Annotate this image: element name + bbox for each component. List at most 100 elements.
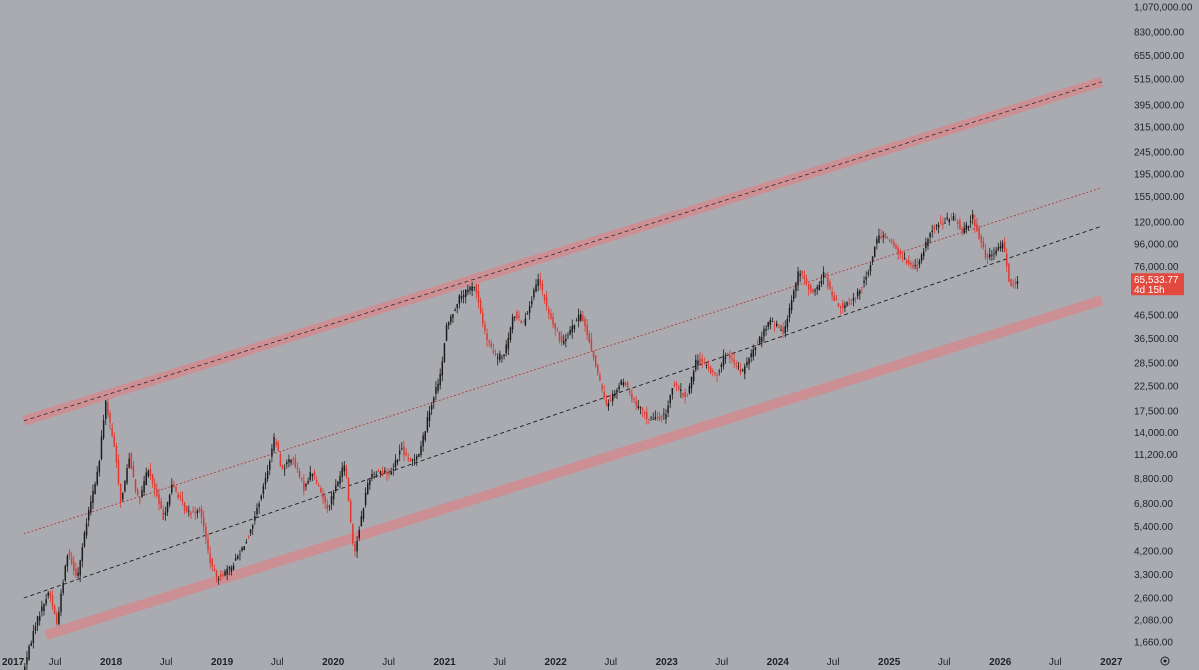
candle	[1003, 237, 1006, 253]
candle	[850, 298, 853, 305]
price-tick-label: 245,000.00	[1134, 147, 1184, 158]
candle	[36, 615, 39, 632]
candle	[1014, 277, 1017, 289]
candle	[326, 499, 329, 514]
candle	[237, 554, 239, 560]
candle	[863, 276, 865, 288]
candle	[102, 414, 105, 441]
candle	[92, 484, 94, 509]
candle	[477, 284, 480, 309]
price-tick-label: 28,500.00	[1134, 358, 1179, 369]
candle	[641, 406, 644, 418]
candle	[873, 246, 876, 258]
candle	[156, 483, 158, 499]
candle	[24, 663, 26, 670]
candle	[729, 350, 731, 364]
candle	[588, 330, 591, 344]
candle	[447, 321, 450, 330]
candle	[469, 285, 471, 295]
candle	[100, 430, 103, 461]
candle	[709, 365, 712, 375]
price-tick-label: 2,600.00	[1134, 594, 1173, 605]
candle	[68, 548, 71, 560]
candle	[995, 246, 997, 257]
candle	[371, 469, 373, 482]
time-axis[interactable]: 2017 Jul 2018 Jul 2019 Jul 2020 Jul 2021 Jul 2022 J…	[2, 657, 1123, 668]
current-price-badge: 65,533.77 4d 15h	[1131, 273, 1184, 296]
candle	[629, 387, 631, 397]
candle	[149, 463, 152, 480]
candle	[145, 467, 147, 486]
candle	[266, 464, 269, 482]
time-tick-label: Jul	[827, 657, 840, 668]
candle	[592, 350, 595, 361]
candle	[716, 372, 718, 382]
candle	[247, 535, 250, 539]
candle	[899, 248, 902, 260]
gear-icon[interactable]	[1160, 656, 1170, 666]
candle	[880, 229, 882, 240]
candle	[952, 212, 955, 221]
candle	[991, 249, 993, 261]
candle	[650, 415, 652, 421]
candle	[822, 266, 825, 285]
candle	[454, 307, 456, 312]
candle	[279, 452, 282, 467]
candle	[965, 221, 968, 234]
candle	[166, 501, 169, 516]
candle	[652, 412, 654, 420]
candle	[582, 310, 584, 322]
time-tick-label: 2024	[767, 657, 790, 668]
time-tick-label: 2025	[878, 657, 901, 668]
candle	[85, 518, 88, 539]
price-tick-label: 120,000.00	[1134, 217, 1184, 228]
candle	[675, 381, 678, 392]
candle	[580, 310, 582, 322]
candle	[273, 433, 275, 454]
candle	[373, 471, 375, 480]
candle	[697, 354, 699, 371]
candle	[726, 352, 729, 357]
candle	[669, 394, 671, 409]
price-axis[interactable]: 1,070,000.00 830,000.00 655,000.00 515,000.…	[1134, 3, 1193, 649]
candle	[703, 357, 706, 365]
candle	[750, 349, 752, 363]
candle	[341, 462, 343, 483]
mid-line	[23, 225, 1103, 599]
candle	[594, 354, 597, 368]
candle	[552, 312, 554, 328]
candle	[181, 491, 184, 506]
candle	[115, 442, 118, 468]
candle	[290, 459, 292, 466]
mid-upper-line	[23, 187, 1103, 535]
candle	[190, 511, 192, 520]
price-tick-label: 96,000.00	[1134, 239, 1179, 250]
candle	[831, 286, 833, 301]
candle	[833, 291, 835, 302]
candle	[369, 478, 371, 491]
candle	[867, 269, 870, 278]
candle	[569, 326, 571, 336]
candle	[1008, 262, 1010, 283]
candle	[509, 326, 512, 343]
candle	[616, 387, 618, 400]
current-price-label: 65,533.77	[1134, 275, 1179, 286]
candle	[910, 260, 912, 269]
candle	[646, 406, 648, 425]
candle	[298, 468, 301, 479]
candle	[38, 611, 41, 626]
candle	[624, 381, 627, 387]
candle	[571, 319, 573, 339]
candle	[213, 564, 216, 572]
price-tick-label: 655,000.00	[1134, 51, 1184, 62]
candle	[420, 440, 422, 458]
candle	[390, 467, 392, 476]
current-price-badge-bg	[1131, 273, 1184, 296]
candle	[256, 503, 258, 517]
candle	[211, 557, 213, 572]
candle	[254, 511, 256, 525]
candle	[352, 523, 354, 546]
candle	[73, 555, 75, 576]
candle	[756, 339, 759, 346]
